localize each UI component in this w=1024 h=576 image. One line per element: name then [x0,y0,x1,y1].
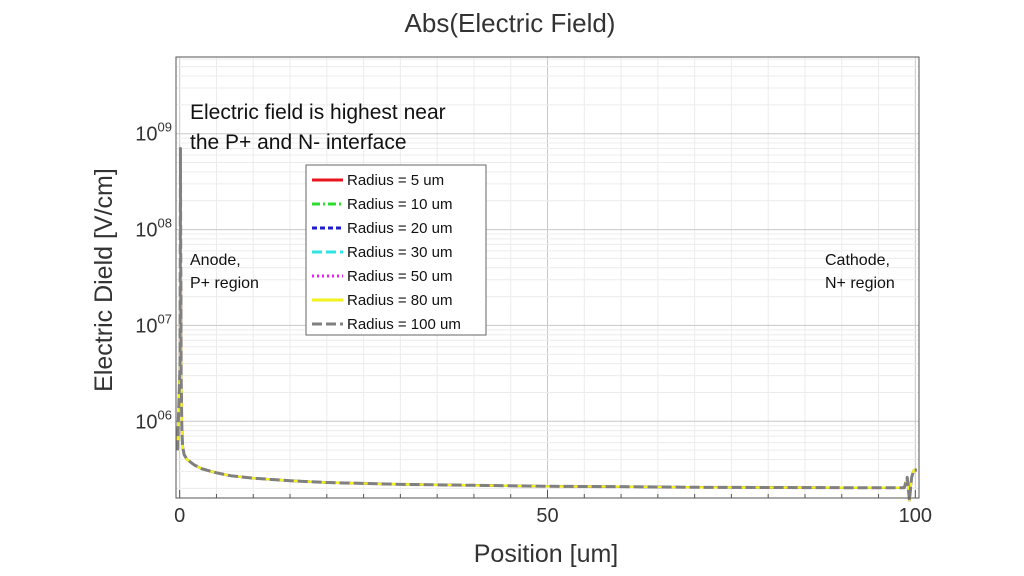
annotation-cathode-line1: Cathode, [825,252,890,269]
y-tick-label: 1006 [135,407,172,433]
x-tick-label: 50 [536,505,558,527]
chart-title: Abs(Electric Field) [405,8,616,38]
grid [176,57,919,498]
annotation-anode-line1: Anode, [190,252,241,269]
annotation-main-line2: the P+ and N- interface [190,131,407,154]
y-axis-label: Electric Dield [V/cm] [90,168,118,392]
legend-label: Radius = 50 um [347,268,452,285]
series-layer [175,147,917,502]
legend-label: Radius = 30 um [347,244,452,261]
annotation-main-line1: Electric field is highest near [190,101,446,124]
legend-label: Radius = 5 um [347,172,444,189]
y-tick-label: 1007 [135,311,172,337]
legend-label: Radius = 80 um [347,292,452,309]
series-line [175,147,917,502]
y-tick-label: 1008 [135,216,172,242]
annotation-anode-line2: P+ region [190,275,259,292]
legend-label: Radius = 20 um [347,220,452,237]
x-tick-label: 0 [174,505,185,527]
annotation-cathode-line2: N+ region [825,275,895,292]
legend-label: Radius = 10 um [347,196,452,213]
legend-label: Radius = 100 um [347,316,461,333]
legend-box [305,164,487,336]
y-tick-labels: 1006 1007 1008 1009 [135,120,172,434]
x-tick-label: 100 [899,505,932,527]
x-axis-label: Position [um] [474,540,619,568]
y-tick-label: 1009 [135,120,172,146]
x-tick-labels: 0 50 100 [174,505,932,527]
legend: Radius = 5 um Radius = 10 um Radius = 20 u… [305,164,487,336]
plot-frame [175,56,920,499]
